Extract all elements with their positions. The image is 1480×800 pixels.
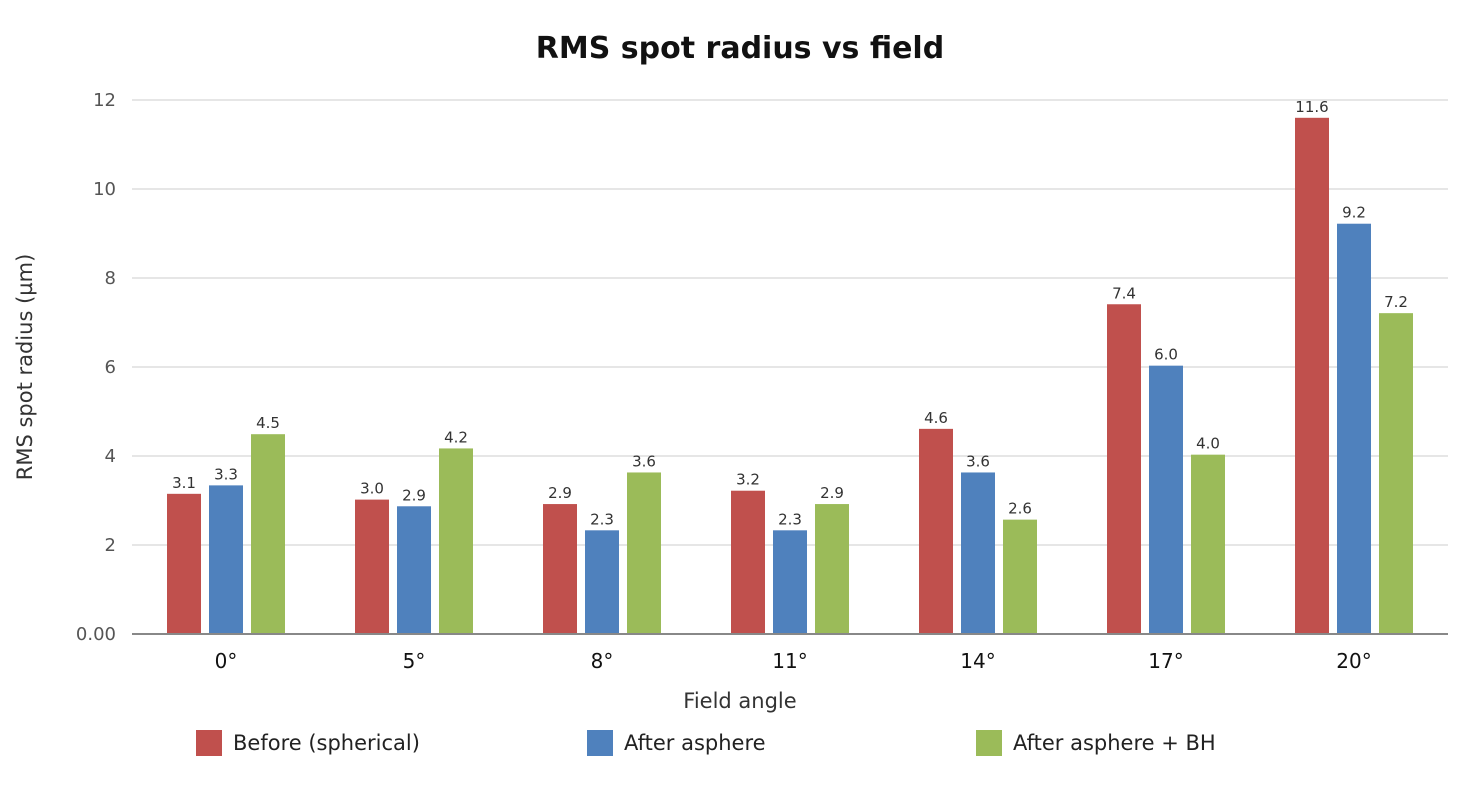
data-label: 6.0	[1154, 346, 1178, 364]
bar	[209, 485, 243, 634]
bar	[1003, 519, 1037, 634]
data-label: 2.3	[590, 510, 614, 528]
chart-title: RMS spot radius vs field	[536, 31, 944, 66]
legend: Before (spherical) After asphere After asp…	[196, 730, 1216, 756]
y-tick-label: 2	[105, 535, 116, 556]
bar	[355, 499, 389, 634]
data-label: 3.6	[966, 452, 990, 470]
legend-label: Before (spherical)	[233, 731, 420, 755]
legend-label: After asphere + BH	[1013, 731, 1216, 755]
bar	[1379, 313, 1413, 634]
bar	[251, 434, 285, 634]
data-label: 3.3	[214, 465, 238, 483]
bar	[815, 504, 849, 634]
data-label: 3.1	[172, 474, 196, 492]
data-label: 2.3	[778, 510, 802, 528]
bars	[167, 117, 1413, 635]
data-label: 2.9	[402, 486, 426, 504]
data-label: 4.2	[444, 428, 468, 446]
bar	[397, 506, 431, 634]
bar	[1191, 454, 1225, 634]
x-tick-label: 14°	[960, 649, 995, 673]
data-labels: 3.1 3.3 4.5 3.0 2.9 4.2 2.9 2.3 3.6 3.2 2.3 2.9 4.6 3…	[172, 98, 1408, 529]
bar	[627, 472, 661, 634]
x-tick-label: 5°	[403, 649, 426, 673]
y-axis-ticks: 0.00 2 4 6 8 10 12	[76, 90, 116, 645]
data-label: 3.2	[736, 471, 760, 489]
x-axis-label: Field angle	[683, 689, 796, 713]
x-tick-label: 17°	[1148, 649, 1183, 673]
bar	[1149, 365, 1183, 634]
data-label: 4.6	[924, 409, 948, 427]
y-tick-label: 6	[105, 357, 116, 378]
x-tick-label: 8°	[591, 649, 614, 673]
x-tick-label: 11°	[772, 649, 807, 673]
data-label: 3.6	[632, 452, 656, 470]
data-label: 2.6	[1008, 500, 1032, 518]
data-label: 4.0	[1196, 435, 1220, 453]
y-tick-label: 12	[93, 90, 116, 111]
y-tick-label: 8	[105, 268, 116, 289]
y-tick-label: 4	[105, 446, 116, 467]
legend-swatch	[587, 730, 613, 756]
data-label: 3.0	[360, 480, 384, 498]
data-label: 7.2	[1384, 293, 1408, 311]
bar	[1295, 117, 1329, 635]
gridlines	[132, 99, 1448, 546]
data-label: 7.4	[1112, 284, 1136, 302]
bar	[731, 490, 765, 634]
data-label: 4.5	[256, 414, 280, 432]
legend-label: After asphere	[624, 731, 766, 755]
data-label: 9.2	[1342, 204, 1366, 222]
x-tick-label: 0°	[215, 649, 238, 673]
x-tick-label: 20°	[1336, 649, 1371, 673]
y-axis-label: RMS spot radius (µm)	[13, 254, 37, 481]
bar	[543, 504, 577, 634]
data-label: 2.9	[548, 484, 572, 502]
data-label: 11.6	[1295, 98, 1328, 116]
y-tick-label: 10	[93, 179, 116, 200]
bar	[961, 472, 995, 634]
bar	[167, 493, 201, 634]
data-label: 2.9	[820, 484, 844, 502]
legend-swatch	[976, 730, 1002, 756]
bar	[439, 448, 473, 634]
bar	[1107, 304, 1141, 634]
bar	[919, 428, 953, 634]
legend-swatch	[196, 730, 222, 756]
bar	[585, 530, 619, 634]
y-tick-label: 0.00	[76, 624, 116, 645]
bar	[1337, 223, 1371, 634]
x-axis-ticks: 0° 5° 8° 11° 14° 17° 20°	[215, 649, 1372, 673]
bar	[773, 530, 807, 634]
